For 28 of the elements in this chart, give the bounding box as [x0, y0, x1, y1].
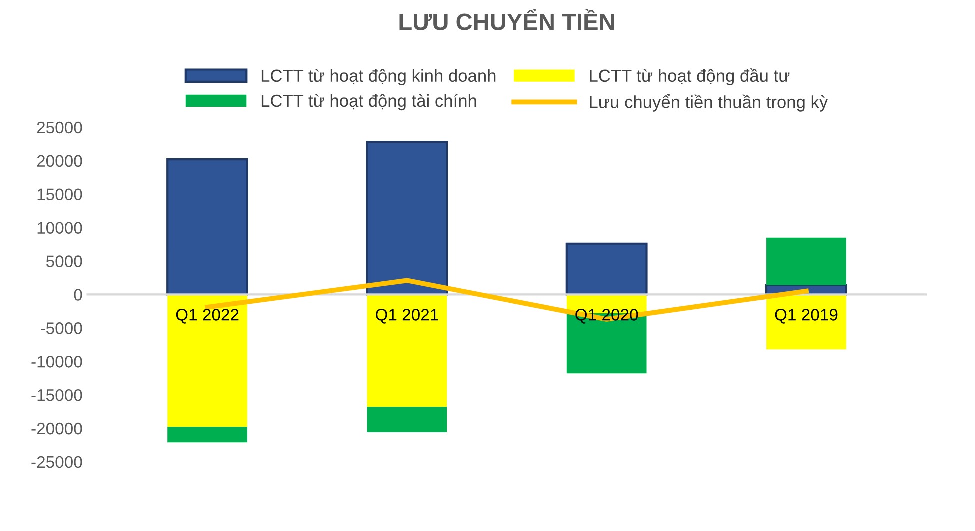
x-tick-label: Q1 2021 — [376, 309, 438, 324]
x-tick-label: Q1 2022 — [176, 309, 239, 324]
bar — [166, 158, 249, 296]
bar — [766, 238, 846, 286]
bar — [366, 141, 448, 296]
legend-label: LCTT từ hoạt động đầu tư — [590, 68, 790, 86]
y-tick-label: -15000 — [32, 389, 82, 402]
y-tick-label: 0 — [74, 289, 82, 301]
legend-label: LCTT từ hoạt động tài chính — [262, 94, 476, 111]
bar — [168, 294, 248, 428]
bar — [367, 294, 448, 408]
y-tick-label: -5000 — [41, 322, 82, 334]
y-tick-label: 15000 — [38, 188, 82, 201]
bar — [566, 242, 648, 296]
bar — [367, 407, 448, 433]
y-tick-label: 20000 — [37, 155, 82, 168]
bar — [766, 294, 846, 350]
y-tick-label: 10000 — [38, 222, 82, 234]
bar — [168, 427, 248, 443]
y-tick-label: -20000 — [32, 422, 82, 435]
x-tick-label: Q1 2019 — [775, 309, 838, 324]
y-tick-label: -10000 — [32, 356, 82, 368]
y-tick-label: -25000 — [32, 456, 82, 468]
legend-label: Lưu chuyển tiền thuần trong kỳ — [590, 94, 828, 112]
y-tick-label: 25000 — [37, 122, 82, 134]
legend-label: LCTT từ hoạt động kinh doanh — [262, 69, 496, 86]
chart-title: LƯU CHUYỂN TIỀN — [400, 9, 614, 30]
y-tick-label: 5000 — [46, 256, 82, 268]
